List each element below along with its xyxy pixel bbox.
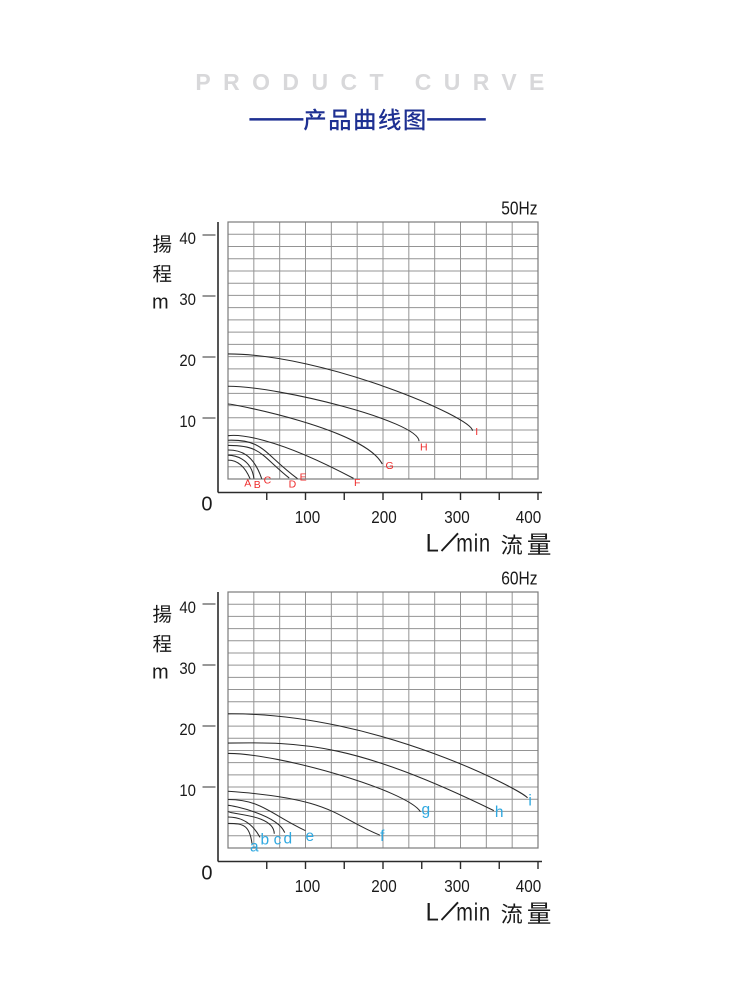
svg-text:min: min xyxy=(456,898,491,926)
svg-text:0: 0 xyxy=(201,862,212,884)
svg-text:10: 10 xyxy=(179,413,196,431)
svg-text:f: f xyxy=(380,828,385,845)
svg-text:d: d xyxy=(284,830,293,847)
svg-text:D: D xyxy=(289,478,297,490)
svg-text:A: A xyxy=(244,478,251,490)
svg-text:c: c xyxy=(274,832,282,849)
svg-text:a: a xyxy=(250,839,259,856)
svg-text:30: 30 xyxy=(179,291,196,309)
svg-text:400: 400 xyxy=(516,877,541,896)
svg-text:PRODUCT CURVE: PRODUCT CURVE xyxy=(195,69,556,95)
svg-text:E: E xyxy=(300,472,307,484)
svg-text:L: L xyxy=(426,530,439,558)
svg-text:300: 300 xyxy=(444,877,469,896)
svg-text:C: C xyxy=(264,474,272,486)
svg-text:40: 40 xyxy=(179,230,196,248)
svg-text:60Hz: 60Hz xyxy=(501,568,537,589)
svg-text:20: 20 xyxy=(179,721,196,739)
svg-text:40: 40 xyxy=(179,599,196,617)
svg-text:m: m xyxy=(152,662,169,684)
svg-text:0: 0 xyxy=(201,493,212,515)
svg-text:H: H xyxy=(420,441,428,453)
svg-text:10: 10 xyxy=(179,782,196,800)
svg-text:h: h xyxy=(495,804,504,821)
svg-text:300: 300 xyxy=(444,508,469,527)
svg-text:F: F xyxy=(354,477,360,489)
svg-text:20: 20 xyxy=(179,352,196,370)
svg-text:I: I xyxy=(475,426,478,438)
svg-text:400: 400 xyxy=(516,508,541,527)
svg-text:200: 200 xyxy=(371,877,396,896)
svg-text:100: 100 xyxy=(295,877,320,896)
svg-text:B: B xyxy=(254,479,261,491)
svg-text:e: e xyxy=(306,828,315,845)
svg-text:g: g xyxy=(422,802,431,819)
svg-text:m: m xyxy=(152,292,169,314)
svg-text:100: 100 xyxy=(295,508,320,527)
svg-text:30: 30 xyxy=(179,660,196,678)
svg-text:G: G xyxy=(386,460,394,472)
svg-text:50Hz: 50Hz xyxy=(501,198,537,219)
svg-text:i: i xyxy=(528,792,531,809)
svg-text:L: L xyxy=(426,899,439,927)
svg-text:200: 200 xyxy=(371,508,396,527)
svg-text:b: b xyxy=(261,832,270,849)
svg-text:min: min xyxy=(456,529,491,557)
